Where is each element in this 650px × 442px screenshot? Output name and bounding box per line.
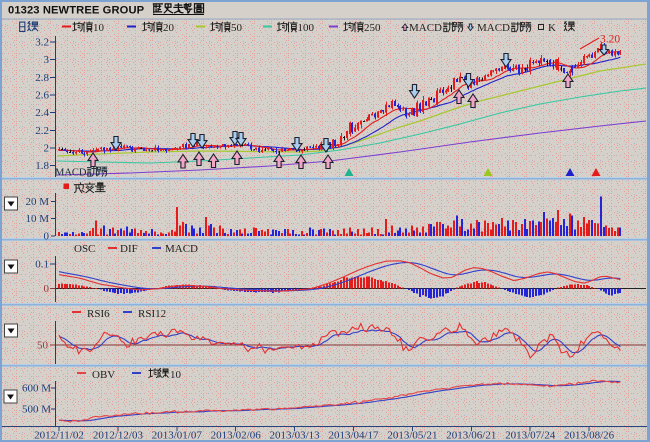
svg-text:MACD: MACD bbox=[165, 243, 198, 255]
svg-text:500 M: 500 M bbox=[22, 404, 51, 416]
svg-text:2013/06/21: 2013/06/21 bbox=[446, 430, 496, 442]
svg-text:20: 20 bbox=[163, 22, 175, 34]
svg-text:20 M: 20 M bbox=[25, 196, 49, 208]
svg-text:0: 0 bbox=[44, 283, 50, 295]
svg-text:MACD: MACD bbox=[409, 22, 442, 34]
svg-text:2.2: 2.2 bbox=[35, 125, 49, 137]
svg-text:3.20: 3.20 bbox=[600, 34, 620, 46]
svg-text:RSI12: RSI12 bbox=[138, 308, 166, 320]
svg-text:DIF: DIF bbox=[120, 243, 138, 255]
svg-text:K: K bbox=[548, 22, 556, 34]
svg-text:10 M: 10 M bbox=[25, 213, 49, 225]
svg-text:2.8: 2.8 bbox=[35, 72, 49, 84]
svg-text:2013/07/24: 2013/07/24 bbox=[505, 430, 556, 442]
svg-text:2013/04/17: 2013/04/17 bbox=[328, 430, 379, 442]
svg-text:2012/12/03: 2012/12/03 bbox=[93, 430, 144, 442]
svg-text:2013/02/06: 2013/02/06 bbox=[211, 430, 262, 442]
svg-text:MACD: MACD bbox=[55, 168, 87, 179]
svg-text:50: 50 bbox=[231, 22, 243, 34]
svg-text:2013/08/26: 2013/08/26 bbox=[564, 430, 615, 442]
svg-text:100: 100 bbox=[298, 22, 315, 34]
svg-text:50: 50 bbox=[37, 340, 49, 352]
svg-text:RSI6: RSI6 bbox=[87, 308, 110, 320]
svg-text:0: 0 bbox=[44, 230, 50, 242]
svg-text:0.1: 0.1 bbox=[35, 259, 49, 271]
svg-text:3.2: 3.2 bbox=[35, 37, 49, 49]
svg-text:1.8: 1.8 bbox=[35, 160, 49, 172]
svg-text:01323 NEWTREE GROUP: 01323 NEWTREE GROUP bbox=[8, 5, 145, 17]
svg-text:MACD: MACD bbox=[477, 22, 510, 34]
svg-text:OSC: OSC bbox=[74, 243, 95, 255]
svg-text:10: 10 bbox=[93, 22, 105, 34]
svg-text:OBV: OBV bbox=[92, 369, 115, 381]
svg-text:2.6: 2.6 bbox=[35, 90, 49, 102]
svg-text:2.4: 2.4 bbox=[35, 107, 49, 119]
svg-text:2: 2 bbox=[44, 143, 50, 155]
svg-text:10: 10 bbox=[170, 369, 182, 381]
svg-text:250: 250 bbox=[364, 22, 381, 34]
svg-text:2013/01/07: 2013/01/07 bbox=[152, 430, 203, 442]
svg-text:2013/05/21: 2013/05/21 bbox=[387, 430, 437, 442]
svg-text:2012/11/02: 2012/11/02 bbox=[34, 430, 84, 442]
svg-text:600 M: 600 M bbox=[22, 383, 51, 395]
svg-text:3: 3 bbox=[44, 54, 50, 66]
svg-text:2013/03/13: 2013/03/13 bbox=[270, 430, 321, 442]
